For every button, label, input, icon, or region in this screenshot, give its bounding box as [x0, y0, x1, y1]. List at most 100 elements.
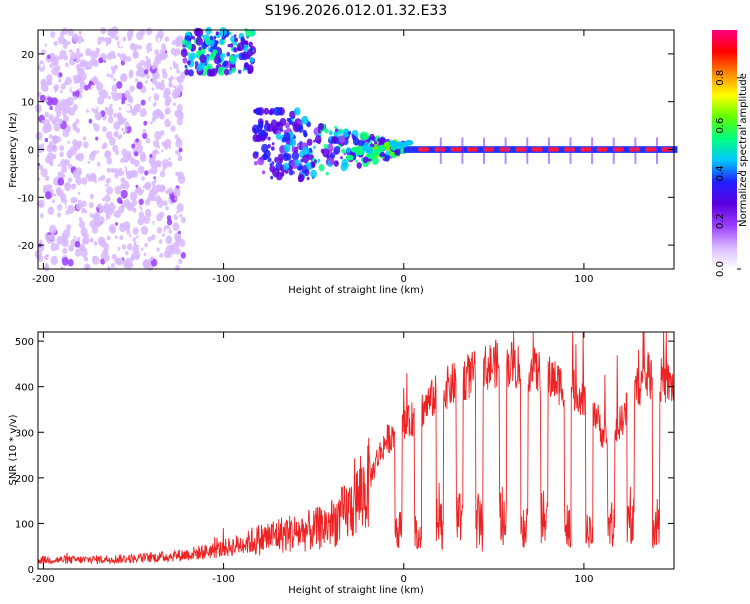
- spectrogram-blob: [341, 148, 346, 154]
- spectrogram-blob: [65, 92, 70, 97]
- spectrogram-blob: [58, 72, 63, 78]
- spectrogram-blob: [392, 154, 396, 159]
- spectrogram-blob: [121, 99, 125, 105]
- spectrogram-blob: [253, 127, 257, 132]
- spectrogram-y-tick-label: 10: [21, 98, 34, 109]
- spectrogram-blob: [118, 40, 125, 48]
- spectrogram-band-base: [578, 146, 583, 153]
- spectrogram-blob: [58, 118, 63, 125]
- spectrogram-blob: [247, 64, 254, 73]
- spectrogram-blob: [60, 83, 66, 90]
- spectrogram-blob: [115, 246, 119, 250]
- spectrogram-blob: [174, 150, 178, 155]
- spectrogram-blob: [175, 41, 180, 48]
- spectrogram-blob: [310, 169, 317, 178]
- spectrogram-band-base: [657, 146, 662, 153]
- spectrogram-blob: [106, 157, 113, 165]
- spectrogram-blob: [50, 242, 58, 252]
- spectrogram-blob: [96, 80, 100, 85]
- spectrogram-blob: [113, 168, 119, 174]
- spectrogram-blob: [70, 52, 77, 61]
- spectrogram-blob: [213, 36, 217, 40]
- spectrogram-blob: [164, 107, 171, 115]
- spectrogram-blob: [236, 53, 240, 58]
- colorbar: 0.0 0.2 0.4 0.6 0.8 Normalized spectral ampl…: [712, 30, 749, 277]
- spectrogram-blob: [119, 117, 125, 125]
- spectrogram-blob: [302, 146, 310, 156]
- snr-panel: -200 -100 0 100 0 100 200 300 400 500 Height of s…: [8, 331, 675, 596]
- spectrogram-blob: [113, 77, 116, 82]
- spectrogram-blob: [108, 215, 111, 219]
- spectrogram-blob: [161, 149, 164, 153]
- spectrogram-band-base: [463, 146, 468, 153]
- spectrogram-blob: [79, 53, 84, 58]
- spectrogram-blob: [155, 109, 162, 117]
- spectrogram-blob: [49, 233, 56, 241]
- spectrogram-blob: [159, 51, 167, 61]
- spectrogram-blob: [122, 55, 128, 63]
- spectrogram-blob: [77, 191, 81, 195]
- colorbar-tick-label: 0.2: [715, 213, 726, 229]
- spectrogram-blob: [44, 254, 49, 261]
- spectrogram-blob: [327, 143, 334, 152]
- spectrogram-blob: [151, 65, 156, 70]
- spectrogram-blob: [169, 244, 175, 251]
- spectrogram-blob: [84, 84, 89, 91]
- spectrogram-blob: [165, 190, 168, 194]
- spectrogram-blob: [73, 69, 78, 76]
- spectrogram-blob: [122, 154, 130, 163]
- spectrogram-blob: [160, 43, 166, 50]
- spectrogram-blob: [229, 43, 234, 48]
- spectrogram-blob: [135, 255, 140, 261]
- spectrogram-blob: [192, 36, 195, 40]
- spectrogram-blob: [154, 130, 162, 141]
- spectrogram-band-base: [609, 146, 615, 153]
- spectrogram-blob: [217, 66, 225, 76]
- spectrogram-blob: [242, 68, 246, 72]
- spectrogram-blob: [190, 52, 196, 60]
- spectrogram-blob: [60, 173, 66, 179]
- spectrogram-blob: [180, 48, 188, 58]
- spectrogram-blob: [244, 40, 249, 45]
- spectrogram-blob: [132, 227, 139, 236]
- spectrogram-blob: [146, 50, 150, 54]
- spectrogram-blob: [130, 157, 136, 165]
- spectrogram-blob: [163, 250, 170, 259]
- spectrogram-blob: [322, 148, 330, 158]
- spectrogram-blob: [96, 161, 101, 167]
- spectrogram-blob: [311, 162, 316, 168]
- spectrogram-blob: [80, 227, 88, 237]
- spectrogram-blob: [121, 148, 128, 156]
- spectrogram-blob: [146, 74, 150, 79]
- spectrogram-blob: [113, 212, 117, 217]
- spectrogram-blob: [244, 62, 249, 68]
- spectrogram-blob: [59, 151, 64, 158]
- spectrogram-blob: [294, 107, 301, 116]
- spectrogram-blob: [76, 48, 79, 52]
- spectrogram-blob: [81, 177, 88, 185]
- spectrogram-blob: [175, 264, 180, 271]
- spectrogram-blob: [206, 68, 213, 77]
- spectrogram-blob: [302, 154, 310, 163]
- spectrogram-blob: [48, 178, 52, 183]
- spectrogram-blob: [262, 170, 266, 175]
- spectrogram-blob: [222, 53, 226, 58]
- spectrogram-blob: [133, 51, 139, 58]
- spectrogram-blob: [104, 194, 111, 203]
- spectrogram-blob: [105, 37, 112, 44]
- spectrogram-blob: [150, 222, 153, 227]
- spectrogram-blob: [313, 139, 316, 143]
- snr-x-tick-label: 100: [574, 574, 593, 585]
- spectrogram-band-base: [625, 146, 630, 153]
- spectrogram-blob: [126, 225, 131, 230]
- spectrogram-blob: [53, 136, 58, 143]
- spectrogram-blob: [68, 107, 76, 116]
- spectrogram-blob: [153, 93, 160, 101]
- spectrogram-blob: [109, 73, 114, 79]
- spectrogram-blob: [93, 51, 100, 58]
- spectrogram-blob: [271, 161, 275, 166]
- spectrogram-y-tick-label: 0: [28, 146, 34, 157]
- spectrogram-blob: [48, 39, 55, 48]
- spectrogram-blob: [113, 132, 118, 137]
- spectrogram-blob: [127, 37, 131, 42]
